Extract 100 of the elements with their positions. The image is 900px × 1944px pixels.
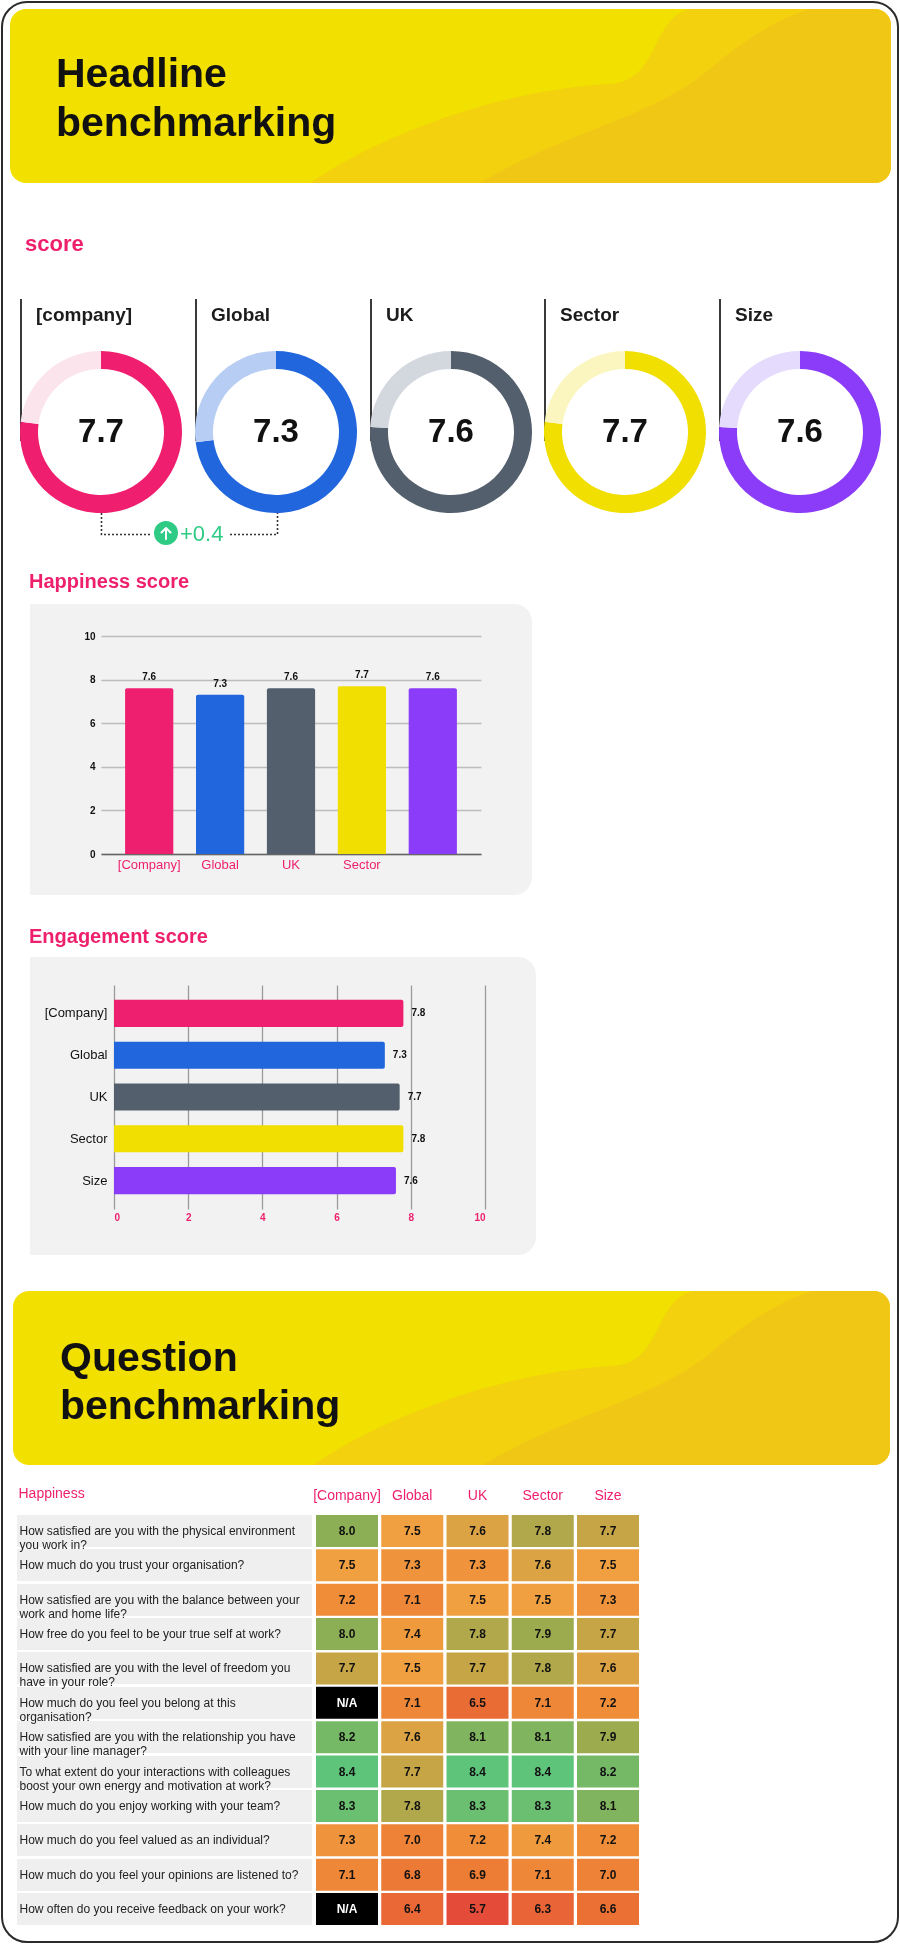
data-label: 7.1 xyxy=(403,1695,421,1710)
x-tick-label: 2 xyxy=(185,1211,192,1223)
data-label: 7.4 xyxy=(534,1833,552,1848)
x-tick-label: Sector xyxy=(343,856,382,872)
data-label: 6.8 xyxy=(403,1867,421,1882)
data-label: 7.3 xyxy=(338,1833,356,1848)
data-label: 8.1 xyxy=(534,1730,552,1745)
data-label: 7.5 xyxy=(469,1592,487,1607)
data-label: 7.8 xyxy=(403,1798,421,1813)
data-label: 7.3 xyxy=(392,1049,408,1061)
data-label: 7.2 xyxy=(469,1833,487,1848)
x-tick-label: Sector xyxy=(522,1486,564,1503)
x-tick-label: [Company] xyxy=(313,1486,381,1503)
x-tick-label: Global xyxy=(392,1486,433,1503)
donut-slice xyxy=(544,351,706,513)
data-label: 8.4 xyxy=(469,1764,487,1779)
data-label: 8.1 xyxy=(599,1798,617,1813)
y-tick-label: 10 xyxy=(84,630,96,642)
data-label: 7.7 xyxy=(78,412,124,449)
data-label: 8.0 xyxy=(338,1627,356,1642)
donut-slice xyxy=(195,351,357,513)
y-tick-label: How satisfied are you with the physical environment you work in? xyxy=(19,1523,296,1552)
data-label: 7.6 xyxy=(142,671,157,683)
data-label: 8.1 xyxy=(469,1730,487,1745)
y-tick-label: 6 xyxy=(89,717,96,729)
chart-title: Engagement score xyxy=(29,925,208,947)
data-label: 7.6 xyxy=(428,412,474,449)
data-label: 7.3 xyxy=(403,1558,421,1573)
data-label: 7.7 xyxy=(599,1523,617,1538)
data-label: 7.2 xyxy=(599,1695,617,1710)
y-tick-label: 8 xyxy=(89,674,96,686)
y-tick-label: 4 xyxy=(89,761,96,773)
y-tick-label: Sector xyxy=(69,1130,109,1146)
data-label: 7.8 xyxy=(411,1132,426,1144)
data-label: 8.4 xyxy=(534,1764,552,1779)
data-label: 7.2 xyxy=(599,1833,617,1848)
data-label: 7.6 xyxy=(469,1523,487,1538)
data-label: 7.9 xyxy=(534,1627,552,1642)
y-tick-label: How much do you feel valued as an individual? xyxy=(19,1833,270,1848)
chart-title: Sector xyxy=(560,304,620,325)
data-label: 7.5 xyxy=(599,1558,617,1573)
donut-slice xyxy=(370,351,532,513)
y-tick-label: How satisfied are you with the level of freedom you have in your role? xyxy=(19,1661,291,1690)
x-tick-label: UK xyxy=(467,1486,488,1503)
data-label: 8.3 xyxy=(469,1798,487,1813)
data-label: 7.6 xyxy=(599,1661,617,1676)
chart-title: Happiness score xyxy=(29,570,190,592)
y-tick-label: How much do you enjoy working with your team? xyxy=(19,1798,281,1813)
chart-title: UK xyxy=(386,304,414,325)
y-tick-label: How much do you feel you belong at this organisation? xyxy=(19,1695,236,1724)
x-tick-label: 4 xyxy=(260,1211,267,1223)
data-label: 7.7 xyxy=(469,1661,487,1676)
x-tick-label: Size xyxy=(594,1486,622,1503)
data-label: 7.0 xyxy=(599,1867,617,1882)
y-tick-label: How much do you feel your opinions are listened to? xyxy=(19,1867,299,1882)
data-label: 6.3 xyxy=(534,1902,552,1917)
data-label: 8.2 xyxy=(599,1764,617,1779)
data-label: 7.1 xyxy=(534,1867,552,1882)
y-tick-label: UK xyxy=(89,1089,108,1104)
data-label: 7.5 xyxy=(403,1523,421,1538)
data-label: 7.0 xyxy=(403,1833,421,1848)
data-label: 7.6 xyxy=(403,1174,419,1186)
y-tick-label: How satisfied are you with the balance between your work and home life? xyxy=(18,1592,300,1621)
donut-slice xyxy=(719,351,881,513)
text: Question benchmarking xyxy=(60,1334,341,1428)
data-label: 7.8 xyxy=(534,1661,552,1676)
data-label: 6.4 xyxy=(403,1902,421,1917)
data-label: 8.0 xyxy=(338,1523,356,1538)
donut-slice xyxy=(20,351,182,513)
data-label: 7.7 xyxy=(602,412,648,449)
data-label: 7.6 xyxy=(777,412,823,449)
data-label: 7.7 xyxy=(403,1764,421,1779)
x-tick-label: 0 xyxy=(114,1211,121,1223)
text: N/A xyxy=(336,1902,358,1917)
data-label: 8.2 xyxy=(338,1730,356,1745)
data-label: 7.6 xyxy=(403,1730,421,1745)
data-label: 7.6 xyxy=(534,1558,552,1573)
data-label: 7.1 xyxy=(338,1867,356,1882)
data-label: 7.7 xyxy=(407,1091,423,1102)
data-label: 7.1 xyxy=(403,1592,421,1607)
data-label: 7.3 xyxy=(253,412,299,449)
data-label: 5.7 xyxy=(469,1902,487,1917)
x-tick-label: 6 xyxy=(334,1211,341,1223)
y-tick-label: 0 xyxy=(89,848,96,860)
data-label: 7.1 xyxy=(534,1695,552,1710)
data-label: 8.4 xyxy=(338,1764,356,1779)
data-label: 7.7 xyxy=(338,1661,356,1676)
data-label: 7.9 xyxy=(599,1730,617,1745)
data-label: 7.5 xyxy=(534,1592,552,1607)
text: Headline benchmarking xyxy=(56,50,337,145)
data-label: 7.8 xyxy=(469,1627,487,1642)
data-label: 6.6 xyxy=(599,1902,617,1917)
data-label: 6.5 xyxy=(469,1695,487,1710)
data-label: 7.8 xyxy=(534,1523,552,1538)
data-label: 7.7 xyxy=(599,1627,617,1642)
y-tick-label: How much do you trust your organisation? xyxy=(19,1558,245,1573)
chart-title: Size xyxy=(735,304,774,325)
y-axis-title: Happiness xyxy=(18,1484,85,1501)
data-label: 7.3 xyxy=(469,1558,487,1573)
y-tick-label: Size xyxy=(82,1172,108,1188)
